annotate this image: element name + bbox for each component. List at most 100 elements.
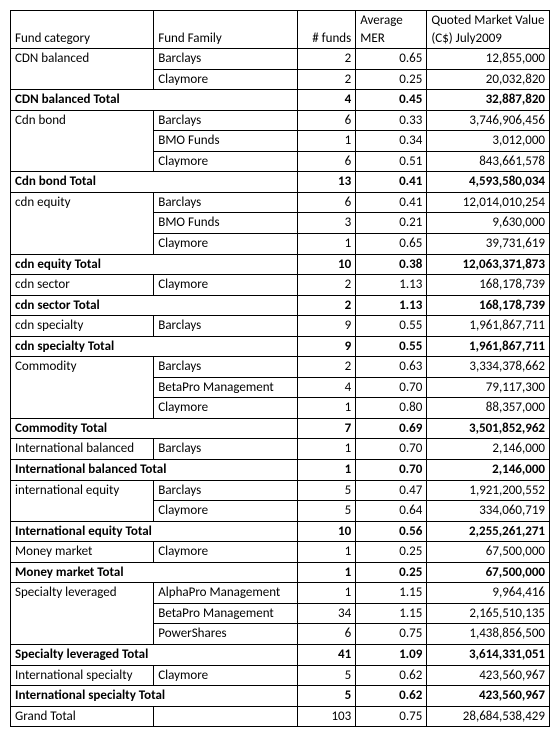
cell-value: 88,357,000 xyxy=(427,398,550,419)
cell-funds: 9 xyxy=(297,316,356,337)
cell-family: BMO Funds xyxy=(154,213,297,234)
cell-funds: 1 xyxy=(297,398,356,419)
cell-mer: 0.56 xyxy=(356,521,427,542)
table-row: cdn sectorClaymore21.13168,178,739 xyxy=(11,275,550,296)
cell-family: BetaPro Management xyxy=(154,377,297,398)
cell-mer: 0.63 xyxy=(356,357,427,378)
table-row: cdn specialty Total90.551,961,867,711 xyxy=(11,336,550,357)
cell-funds: 6 xyxy=(297,151,356,172)
cell-category xyxy=(11,398,154,419)
cell-category: International specialty xyxy=(11,665,154,686)
fund-table: Fund category Fund Family # funds Averag… xyxy=(10,10,550,727)
table-row: international equityBarclays50.471,921,2… xyxy=(11,480,550,501)
cell-funds: 1 xyxy=(297,439,356,460)
table-row: Specialty leveragedAlphaPro Management11… xyxy=(11,583,550,604)
cell-value: 843,661,578 xyxy=(427,151,550,172)
cell-mer: 0.55 xyxy=(356,316,427,337)
cell-family xyxy=(154,706,297,727)
cell-family: Barclays xyxy=(154,439,297,460)
cell-category: Cdn bond Total xyxy=(11,172,298,193)
cell-family: Barclays xyxy=(154,316,297,337)
cell-funds: 4 xyxy=(297,90,356,111)
cell-family: Barclays xyxy=(154,357,297,378)
cell-family: BMO Funds xyxy=(154,131,297,152)
table-row: BetaPro Management341.152,165,510,135 xyxy=(11,603,550,624)
cell-family: Claymore xyxy=(154,665,297,686)
table-row: Claymore50.64334,060,719 xyxy=(11,501,550,522)
cell-mer: 1.15 xyxy=(356,603,427,624)
cell-value: 423,560,967 xyxy=(427,686,550,707)
cell-category: International equity Total xyxy=(11,521,298,542)
cell-family: Barclays xyxy=(154,192,297,213)
cell-funds: 2 xyxy=(297,49,356,70)
cell-family: Claymore xyxy=(154,234,297,255)
cell-category: International balanced xyxy=(11,439,154,460)
cell-category: cdn equity xyxy=(11,192,154,213)
cell-value: 423,560,967 xyxy=(427,665,550,686)
cell-category xyxy=(11,624,154,645)
cell-mer: 0.62 xyxy=(356,686,427,707)
cell-mer: 0.55 xyxy=(356,336,427,357)
cell-mer: 0.45 xyxy=(356,90,427,111)
table-row: Grand Total1030.7528,684,538,429 xyxy=(11,706,550,727)
header-row: Fund category Fund Family # funds Averag… xyxy=(11,11,550,49)
cell-mer: 1.15 xyxy=(356,583,427,604)
table-row: International balanced Total10.702,146,0… xyxy=(11,460,550,481)
cell-funds: 2 xyxy=(297,295,356,316)
cell-category: Money market xyxy=(11,542,154,563)
table-row: International balancedBarclays10.702,146… xyxy=(11,439,550,460)
table-row: Cdn bondBarclays60.333,746,906,456 xyxy=(11,110,550,131)
cell-funds: 1 xyxy=(297,542,356,563)
cell-funds: 4 xyxy=(297,377,356,398)
cell-funds: 5 xyxy=(297,686,356,707)
cell-mer: 0.64 xyxy=(356,501,427,522)
table-row: Claymore10.6539,731,619 xyxy=(11,234,550,255)
cell-mer: 0.38 xyxy=(356,254,427,275)
cell-family: Barclays xyxy=(154,49,297,70)
cell-funds: 10 xyxy=(297,521,356,542)
cell-funds: 7 xyxy=(297,418,356,439)
table-row: PowerShares60.751,438,856,500 xyxy=(11,624,550,645)
cell-value: 9,964,416 xyxy=(427,583,550,604)
cell-value: 12,063,371,873 xyxy=(427,254,550,275)
cell-value: 20,032,820 xyxy=(427,69,550,90)
cell-funds: 6 xyxy=(297,624,356,645)
cell-category: CDN balanced Total xyxy=(11,90,298,111)
cell-value: 67,500,000 xyxy=(427,542,550,563)
cell-funds: 5 xyxy=(297,480,356,501)
cell-category: Commodity xyxy=(11,357,154,378)
table-row: Claymore10.8088,357,000 xyxy=(11,398,550,419)
cell-category xyxy=(11,377,154,398)
table-row: Cdn bond Total130.414,593,580,034 xyxy=(11,172,550,193)
cell-mer: 0.75 xyxy=(356,624,427,645)
cell-category xyxy=(11,151,154,172)
cell-funds: 6 xyxy=(297,110,356,131)
cell-category: International specialty Total xyxy=(11,686,298,707)
cell-funds: 5 xyxy=(297,665,356,686)
cell-category xyxy=(11,603,154,624)
cell-family: Barclays xyxy=(154,480,297,501)
cell-mer: 0.25 xyxy=(356,542,427,563)
cell-category xyxy=(11,69,154,90)
cell-funds: 6 xyxy=(297,192,356,213)
table-row: CDN balanced Total40.4532,887,820 xyxy=(11,90,550,111)
cell-category: cdn specialty xyxy=(11,316,154,337)
col-value: Quoted Market Value (C$) July2009 xyxy=(427,11,550,49)
cell-mer: 0.75 xyxy=(356,706,427,727)
table-row: cdn equity Total100.3812,063,371,873 xyxy=(11,254,550,275)
cell-value: 12,014,010,254 xyxy=(427,192,550,213)
cell-family: AlphaPro Management xyxy=(154,583,297,604)
cell-mer: 0.62 xyxy=(356,665,427,686)
cell-family: Claymore xyxy=(154,275,297,296)
cell-value: 1,921,200,552 xyxy=(427,480,550,501)
col-family: Fund Family xyxy=(154,11,297,49)
cell-value: 334,060,719 xyxy=(427,501,550,522)
table-row: cdn sector Total21.13168,178,739 xyxy=(11,295,550,316)
cell-funds: 2 xyxy=(297,69,356,90)
cell-category: cdn sector xyxy=(11,275,154,296)
cell-category xyxy=(11,213,154,234)
cell-value: 2,146,000 xyxy=(427,439,550,460)
cell-mer: 0.80 xyxy=(356,398,427,419)
cell-family: PowerShares xyxy=(154,624,297,645)
cell-category: Specialty leveraged xyxy=(11,583,154,604)
